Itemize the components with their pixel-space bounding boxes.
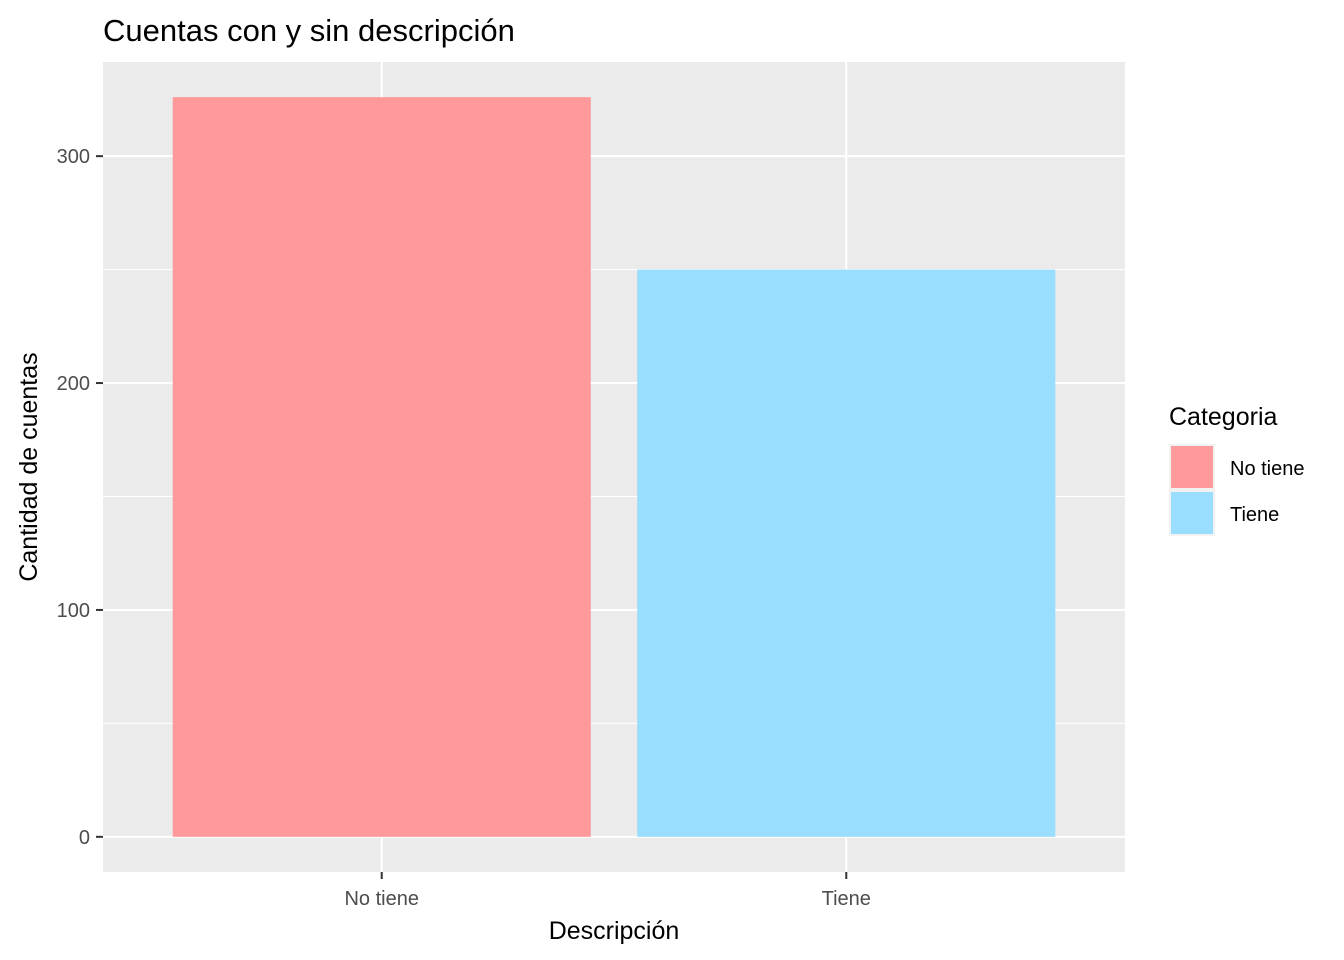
bar-no-tiene [172, 97, 591, 837]
x-tick-label: No tiene [344, 888, 419, 910]
y-tick-label: 300 [57, 146, 90, 168]
y-tick-label: 0 [79, 827, 90, 849]
x-axis-title: Descripción [549, 917, 680, 945]
legend-swatch [1171, 446, 1213, 488]
y-axis-title: Cantidad de cuentas [15, 352, 43, 581]
chart-title: Cuentas con y sin descripción [103, 13, 515, 48]
legend: Categoria No tiene Tiene [1169, 403, 1305, 536]
legend-label: Tiene [1230, 504, 1279, 526]
x-axis: No tiene Tiene [344, 872, 871, 910]
y-tick-label: 200 [57, 373, 90, 395]
bars [172, 97, 1056, 837]
legend-label: No tiene [1230, 458, 1305, 480]
legend-title: Categoria [1169, 403, 1277, 431]
bar-tiene [637, 269, 1056, 837]
y-axis: 0 100 200 300 [57, 146, 103, 849]
x-tick-label: Tiene [822, 888, 871, 910]
y-tick-label: 100 [57, 600, 90, 622]
legend-swatch [1171, 492, 1213, 534]
